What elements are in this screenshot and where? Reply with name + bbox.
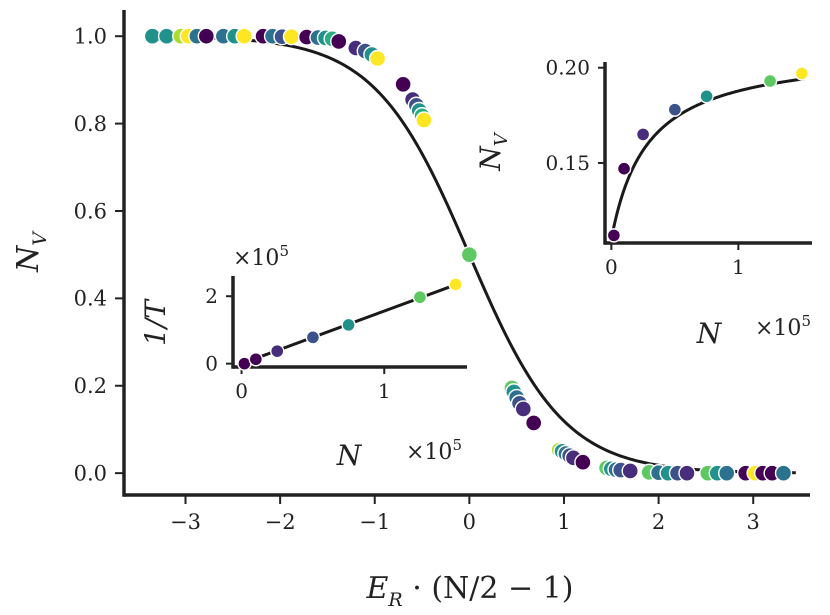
main-data-point xyxy=(282,27,301,46)
inset-left-data-point xyxy=(448,277,463,292)
main-y-tick-label: 0.4 xyxy=(74,287,107,311)
inset-right-x-tick-label: 1 xyxy=(732,255,745,279)
main-data-point xyxy=(718,464,736,482)
main-data-point xyxy=(197,27,216,45)
main-x-tick-label: 2 xyxy=(652,510,665,534)
main-data-point xyxy=(621,462,639,480)
main-data-point xyxy=(525,414,543,432)
inset-left-x-tick-label: 0 xyxy=(235,379,248,403)
main-data-point xyxy=(460,245,479,264)
main-data-point xyxy=(574,453,592,471)
inset-left-data-point xyxy=(412,290,428,305)
inset-right-data-point xyxy=(616,161,632,176)
inset-left-y-label: 1/T xyxy=(139,298,172,346)
main-x-tick-label: −3 xyxy=(170,510,201,534)
inset-right-data-point xyxy=(606,228,622,243)
inset-left-data-point xyxy=(305,330,321,345)
main-y-tick-label: 0.0 xyxy=(74,462,107,486)
inset-right-x-label: N xyxy=(696,317,723,350)
inset-left-plot: 0 1 0 2 xyxy=(205,276,467,403)
inset-left-x-tick-label: 1 xyxy=(378,379,391,403)
main-y-tick-label: 0.6 xyxy=(74,199,107,223)
inset-left-data-point xyxy=(341,317,356,333)
inset-left-y-tick-label: 2 xyxy=(205,284,218,308)
main-data-point xyxy=(514,400,532,418)
main-data-point xyxy=(415,111,433,129)
inset-right-data-point xyxy=(635,127,651,142)
inset-right-plot: 0 1 0.15 0.20 xyxy=(545,56,812,279)
main-data-point xyxy=(330,32,348,51)
inset-right-data-point xyxy=(794,66,810,81)
main-x-tick-label: −2 xyxy=(265,510,296,534)
inset-left-data-point xyxy=(270,343,285,359)
inset-left-data-point xyxy=(248,352,264,367)
inset-left-x-label: N xyxy=(336,439,363,472)
main-data-point xyxy=(774,464,793,482)
main-x-tick-label: −1 xyxy=(359,510,390,534)
main-data-point xyxy=(394,75,412,93)
main-data-point xyxy=(368,49,387,68)
main-y-tick-label: 1.0 xyxy=(74,25,107,49)
inset-left-y-multiplier: ×105 xyxy=(233,242,289,271)
main-data-point xyxy=(678,464,696,482)
main-x-tick-label: 0 xyxy=(463,510,476,534)
inset-left-x-multiplier: ×105 xyxy=(406,436,462,465)
inset-left-y-tick-label: 0 xyxy=(205,352,218,376)
inset-right-y-label: NV xyxy=(474,131,512,172)
main-x-tick-label: 1 xyxy=(557,510,570,534)
inset-right-x-multiplier: ×105 xyxy=(755,312,811,341)
main-data-point xyxy=(235,27,253,45)
main-y-label: NV xyxy=(11,230,51,273)
inset-right-data-point xyxy=(699,89,714,104)
main-y-tick-label: 0.2 xyxy=(74,374,107,398)
main-y-tick-label: 0.8 xyxy=(74,112,107,136)
inset-right-data-point xyxy=(667,102,683,117)
inset-right-x-tick-label: 0 xyxy=(605,255,618,279)
inset-right-y-tick-label: 0.15 xyxy=(545,151,590,175)
inset-right-y-tick-label: 0.20 xyxy=(545,56,590,80)
main-x-label: ER · (N/2 − 1) xyxy=(366,571,574,611)
main-x-tick-label: 3 xyxy=(747,510,760,534)
main-plot: −3 −2 −1 0 1 2 3 0.0 0.2 0.4 0.6 0.8 1.0 xyxy=(74,10,810,534)
inset-right-data-point xyxy=(762,73,778,89)
